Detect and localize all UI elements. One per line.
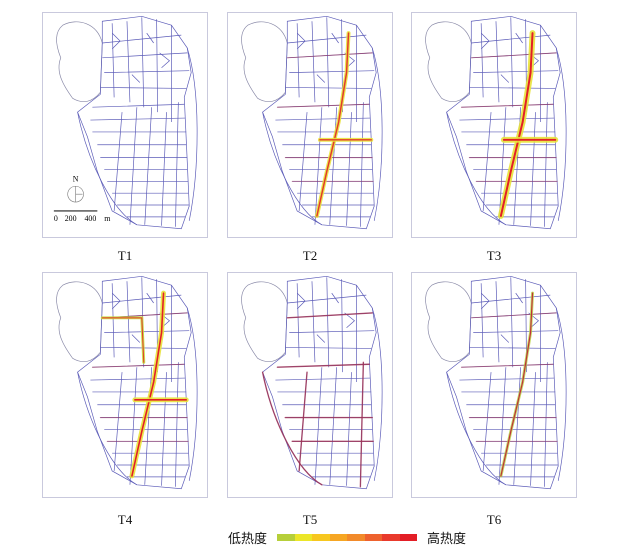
- heat-street: [499, 32, 534, 217]
- svg-text:400: 400: [84, 214, 96, 223]
- heat-street: [359, 361, 365, 488]
- map-panel-t6: [411, 272, 577, 498]
- heat-street: [298, 371, 308, 472]
- map-panel-t3: [411, 12, 577, 238]
- heat-street: [499, 291, 535, 478]
- panel-label-t1: T1: [117, 248, 133, 263]
- heat-overlay: [460, 291, 558, 478]
- svg-text:0: 0: [54, 214, 58, 223]
- heat-street: [131, 292, 165, 477]
- north-arrow-icon: N: [67, 174, 84, 203]
- heat-street: [286, 52, 373, 59]
- legend-swatch: [277, 534, 295, 541]
- heat-street: [314, 31, 351, 218]
- legend-low-label: 低热度: [228, 531, 268, 546]
- panel-label-t5: T5: [302, 512, 318, 527]
- heat-overlay: [261, 312, 374, 488]
- panel-label-t3: T3: [486, 248, 502, 263]
- svg-text:200: 200: [65, 214, 77, 223]
- heat-street: [460, 363, 554, 368]
- map-panel-t1: N 0 200 400 m: [42, 12, 208, 238]
- heat-street: [129, 290, 166, 479]
- heat-legend: 低热度 高热度: [228, 528, 466, 547]
- heat-street: [316, 32, 350, 217]
- heat-street: [276, 103, 370, 108]
- heat-street: [470, 312, 557, 319]
- legend-swatch: [399, 534, 418, 541]
- heat-street: [500, 292, 534, 477]
- heat-street: [460, 103, 554, 108]
- street-map: N 0 200 400 m: [54, 13, 207, 237]
- map-panel-t4: [42, 272, 208, 498]
- svg-text:N: N: [73, 174, 79, 183]
- panel-label-t2: T2: [302, 248, 318, 263]
- legend-high-label: 高热度: [427, 531, 467, 546]
- legend-color-ramp: [277, 534, 418, 541]
- heat-street: [286, 312, 373, 319]
- legend-swatch: [382, 534, 400, 541]
- legend-swatch: [347, 534, 365, 541]
- legend-swatch: [364, 534, 383, 541]
- scale-bar: 0 200 400 m: [54, 210, 111, 223]
- map-panel-t2: [227, 12, 393, 238]
- heat-street: [276, 363, 370, 368]
- panel-label-t4: T4: [117, 512, 133, 527]
- heat-street: [91, 363, 185, 368]
- heat-overlay: [460, 30, 559, 219]
- heat-street: [261, 371, 323, 486]
- heat-street: [101, 317, 145, 363]
- legend-swatch: [294, 534, 313, 541]
- legend-swatch: [312, 534, 330, 541]
- heat-street: [470, 52, 557, 59]
- map-panel-t5: [227, 272, 393, 498]
- legend-swatch: [329, 534, 348, 541]
- heat-overlay: [276, 31, 374, 218]
- heat-overlay: [91, 290, 189, 479]
- panel-label-t6: T6: [486, 512, 502, 527]
- svg-text:m: m: [104, 214, 111, 223]
- heat-street: [497, 30, 536, 219]
